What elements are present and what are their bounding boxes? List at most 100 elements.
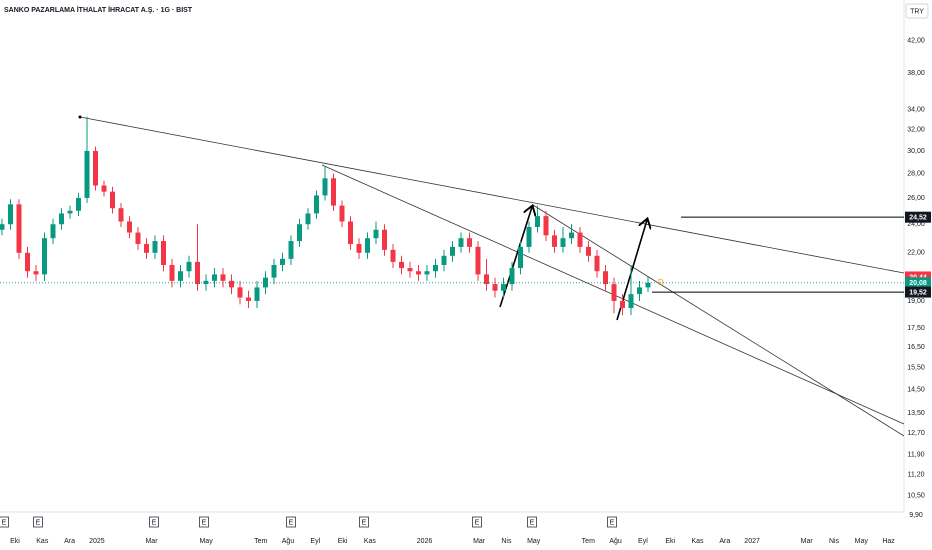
candle-body	[560, 238, 566, 247]
candle-body	[263, 277, 268, 288]
y-tick-label: 38,00	[907, 70, 925, 77]
y-tick-label: 32,00	[907, 127, 925, 134]
candle-body	[339, 205, 345, 222]
earnings-box	[0, 516, 9, 528]
y-tick-label: 13,50	[907, 410, 925, 417]
y-tick-label: 10,50	[907, 493, 925, 500]
earnings-box	[286, 516, 296, 528]
trend-line	[532, 204, 905, 437]
candle-body	[637, 287, 642, 295]
candle-body	[220, 274, 226, 281]
x-tick-label: Eyl	[310, 538, 320, 545]
candle-body	[552, 235, 557, 247]
earnings-box	[359, 516, 369, 528]
y-tick-label: 12,70	[907, 430, 925, 437]
chart-title: SANKO PAZARLAMA İTHALAT İHRACAT A.Ş. · 1…	[4, 6, 193, 14]
candle-body	[110, 191, 115, 209]
candle-body	[526, 226, 532, 247]
candle-body	[390, 249, 396, 262]
x-tick-label: Haz	[882, 538, 895, 545]
x-tick-label: Ağu	[282, 538, 295, 545]
candle-body	[195, 261, 200, 285]
candle-body	[237, 287, 243, 298]
earnings-box	[149, 516, 159, 528]
candle-body	[135, 232, 141, 244]
candle-body	[305, 213, 311, 225]
currency[interactable]: TRY	[910, 8, 924, 15]
price-label-box	[905, 211, 931, 223]
candle-body	[416, 271, 421, 275]
candle-body	[407, 268, 413, 272]
x-tick-label: Ara	[719, 538, 730, 545]
earnings-marker: E	[610, 519, 615, 526]
earnings-marker: E	[289, 519, 294, 526]
candle-body	[212, 274, 217, 281]
x-tick-label: Eki	[665, 538, 675, 545]
x-tick-label: Ara	[64, 538, 75, 545]
candle-body	[50, 224, 56, 239]
candle-body	[127, 221, 132, 233]
candle-body	[399, 261, 404, 269]
candle-body	[577, 232, 583, 247]
y-tick-label: 26,00	[907, 195, 925, 202]
candle-body	[331, 178, 336, 206]
candle-body	[33, 271, 39, 275]
x-tick-label: Eki	[338, 538, 348, 545]
candle-body	[186, 261, 192, 272]
candle-body	[628, 294, 634, 308]
candle-body	[271, 264, 277, 278]
price-label: 24,52	[909, 215, 927, 222]
candle-body	[441, 255, 447, 265]
y-tick-label: 17,50	[907, 325, 925, 332]
candle-body	[535, 216, 540, 227]
candle-body	[492, 284, 498, 291]
candle-body	[348, 221, 353, 244]
earnings-box	[472, 516, 482, 528]
candle-body	[475, 246, 481, 275]
x-tick-label: Mar	[473, 538, 486, 545]
candle-body	[382, 229, 387, 250]
candle-body	[424, 271, 430, 275]
price-label-box	[905, 271, 931, 283]
candle-body	[356, 243, 362, 253]
x-tick-label: Mar	[145, 538, 158, 545]
x-tick-label: Kas	[364, 538, 377, 545]
y-tick-label: 9,90	[909, 512, 923, 519]
y-tick-label: 15,50	[907, 365, 925, 372]
x-tick-label: Ağu	[609, 538, 622, 545]
candle-body	[280, 258, 285, 265]
earnings-box	[33, 516, 43, 528]
y-tick-label: 11,90	[908, 451, 925, 458]
candle-body	[84, 150, 90, 198]
candle-body	[611, 284, 617, 301]
y-tick-label: 30,00	[907, 148, 925, 155]
x-tick-label: May	[199, 538, 213, 545]
currency-box[interactable]	[905, 3, 929, 19]
candle-body	[458, 238, 464, 247]
candle-body	[603, 271, 608, 285]
candle-body	[543, 216, 549, 236]
y-tick-label: 24,00	[907, 221, 925, 228]
x-tick-label: Mar	[801, 538, 814, 545]
x-tick-label: 2025	[89, 538, 105, 545]
candle-body	[93, 150, 98, 186]
earnings-marker: E	[152, 519, 157, 526]
candle-body	[586, 246, 591, 256]
x-tick-label: Tem	[582, 538, 595, 545]
y-tick-label: 34,00	[907, 107, 925, 114]
candle-body	[229, 280, 234, 288]
candle-body	[16, 204, 22, 253]
x-tick-label: Nis	[501, 538, 512, 545]
candle-body	[509, 268, 515, 285]
candle-body	[246, 297, 251, 301]
earnings-marker: E	[530, 519, 535, 526]
candle-body	[25, 252, 30, 272]
candle-body	[484, 274, 489, 285]
anchor-point	[78, 115, 82, 119]
x-tick-label: 2026	[417, 538, 433, 545]
earnings-marker: E	[36, 519, 41, 526]
y-tick-label: 14,50	[907, 387, 925, 394]
candle-body	[118, 208, 124, 222]
